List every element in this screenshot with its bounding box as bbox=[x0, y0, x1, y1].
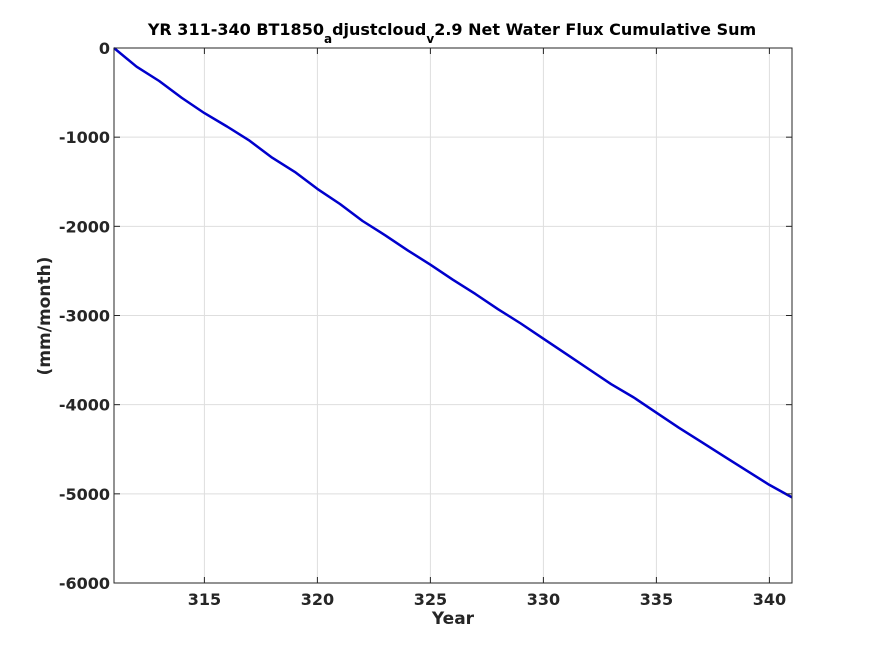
x-tick-label: 325 bbox=[414, 590, 447, 609]
tick-labels: 315 320 325 330 335 340 0 -1000 -2000 -3000 -4000 -… bbox=[59, 39, 786, 609]
y-axis-label: (mm/month) bbox=[35, 257, 55, 376]
y-tick-label: -4000 bbox=[59, 396, 110, 415]
x-tick-label: 315 bbox=[188, 590, 221, 609]
x-axis-label: Year bbox=[431, 609, 475, 629]
x-tick-label: 335 bbox=[640, 590, 673, 609]
axes-box bbox=[113, 47, 793, 584]
y-tick-label: 0 bbox=[99, 39, 110, 58]
chart-title: YR 311-340 BT1850adjustcloudv2.9 Net Wat… bbox=[147, 20, 756, 46]
series-layer bbox=[113, 47, 793, 499]
x-tick-label: 320 bbox=[301, 590, 334, 609]
y-tick-label: -5000 bbox=[59, 485, 110, 504]
y-tick-label: -3000 bbox=[59, 307, 110, 326]
series-line bbox=[113, 47, 793, 499]
y-tick-label: -1000 bbox=[59, 128, 110, 147]
x-tick-label: 330 bbox=[527, 590, 560, 609]
x-tick-label: 340 bbox=[753, 590, 786, 609]
y-tick-label: -6000 bbox=[59, 574, 110, 593]
y-tick-label: -2000 bbox=[59, 217, 110, 236]
grid bbox=[114, 48, 792, 583]
